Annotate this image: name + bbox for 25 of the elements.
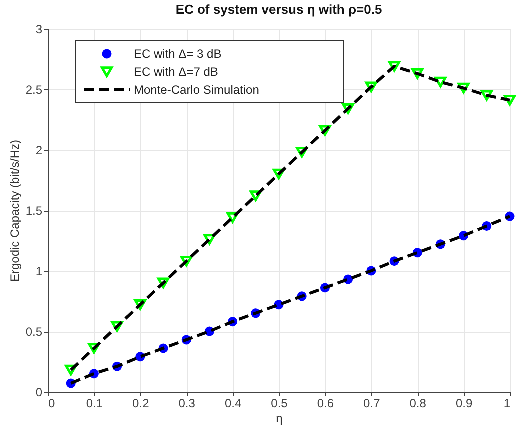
legend-label: EC with Δ=7 dB (134, 65, 218, 79)
y-tick-label: 0.5 (26, 325, 43, 339)
x-tick-label: 0.3 (178, 396, 196, 410)
x-tick-label: 0.8 (410, 396, 427, 410)
point (180, 256, 193, 267)
x-tick-label: 0.9 (456, 396, 473, 410)
chart-title: EC of system versus η with ρ=0.5 (176, 2, 382, 17)
y-tick-label: 2 (36, 144, 43, 158)
x-tick-label: 1 (504, 396, 511, 410)
y-tick-label: 0 (36, 386, 43, 400)
y-tick-label: 3 (36, 22, 43, 36)
y-tick-label: 1.5 (26, 204, 43, 218)
legend-label: EC with Δ= 3 dB (134, 47, 222, 61)
x-axis-title: η (276, 412, 283, 426)
y-axis-title: Ergodic Capacity (bit/s/Hz) (8, 140, 22, 282)
y-tick-label: 2.5 (26, 83, 43, 97)
x-tick-label: 0.5 (271, 396, 288, 410)
x-tick-label: 0 (48, 396, 56, 410)
x-tick-label: 0.6 (317, 396, 334, 410)
legend-label: Monte-Carlo Simulation (134, 83, 260, 97)
x-tick-label: 0.1 (86, 396, 104, 410)
x-tick-label: 0.7 (364, 396, 381, 410)
y-tick-label: 1 (36, 264, 43, 278)
x-tick-label: 0.2 (132, 396, 150, 410)
x-tick-label: 0.4 (224, 396, 242, 410)
